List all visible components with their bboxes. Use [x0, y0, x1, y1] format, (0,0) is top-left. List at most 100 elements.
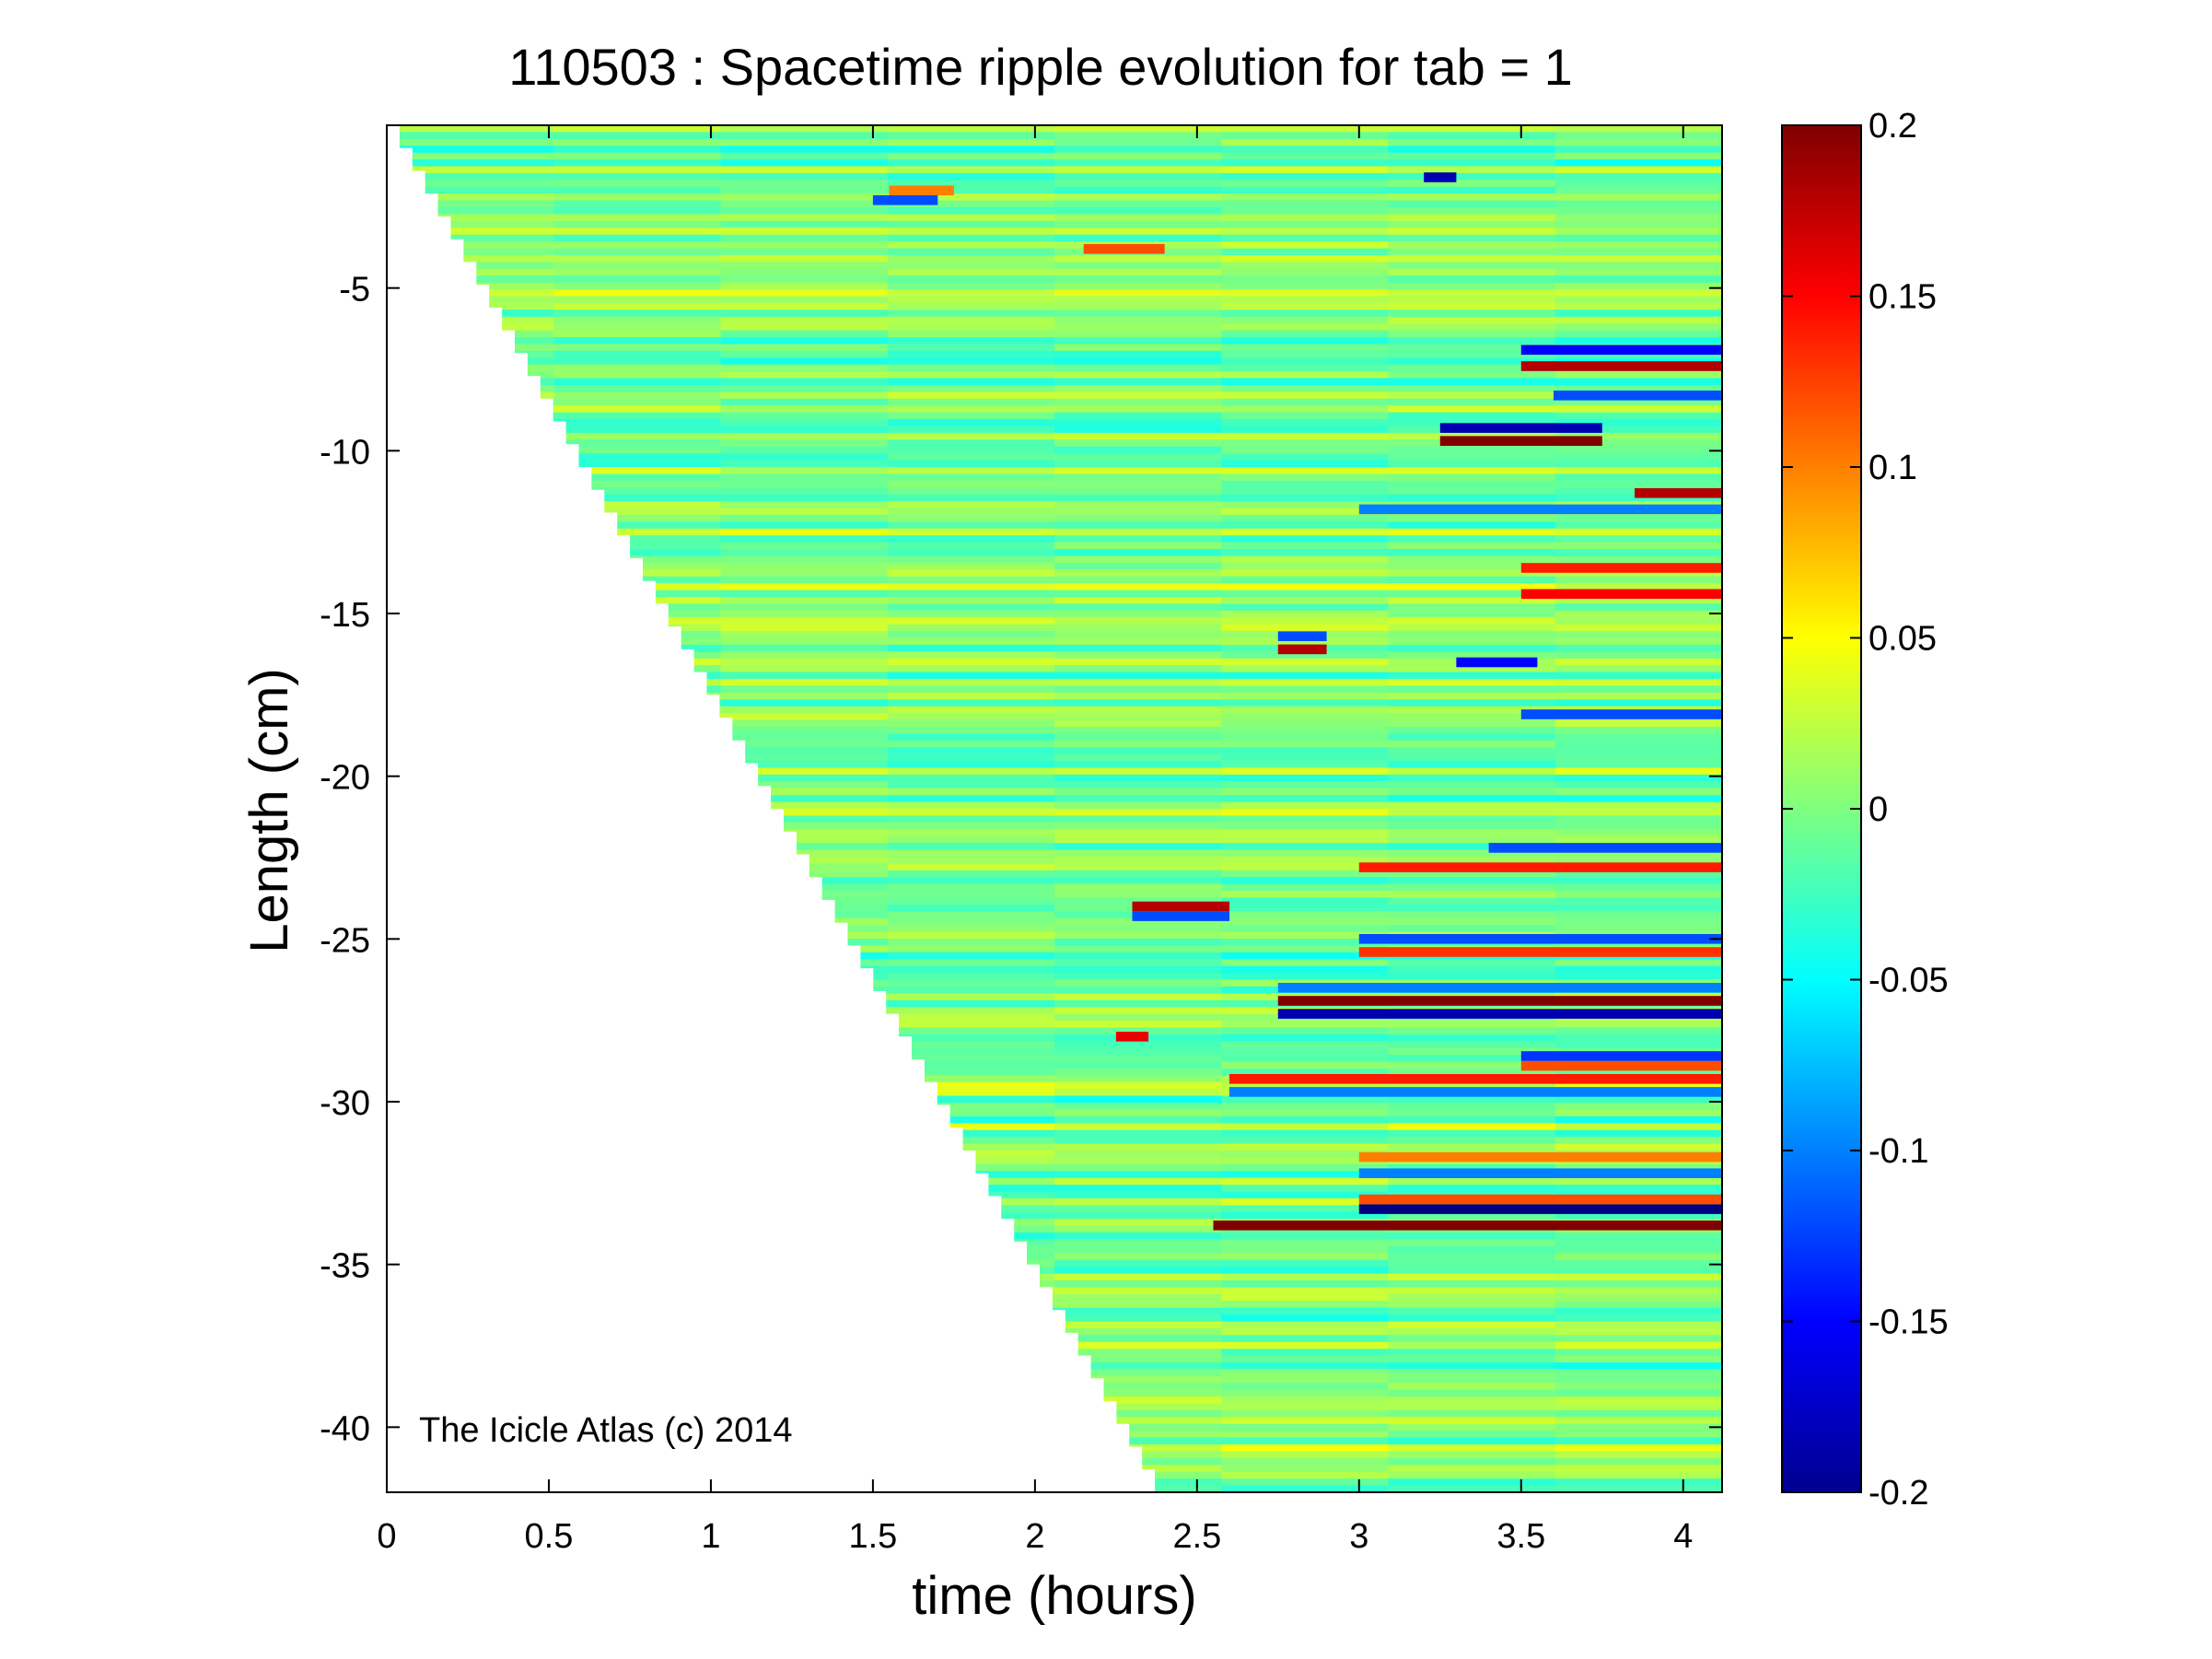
heatmap-cell — [720, 576, 889, 584]
heatmap-cell — [887, 1109, 1055, 1117]
heatmap-cell — [1388, 733, 1556, 742]
heatmap-cell — [387, 255, 555, 263]
heatmap-cell — [1388, 1233, 1556, 1240]
heatmap-cell — [1221, 371, 1390, 380]
heatmap-cell — [1388, 125, 1556, 133]
heatmap-cell — [720, 713, 889, 721]
heatmap-cell — [1054, 1410, 1223, 1418]
heatmap-cell — [1554, 1177, 1722, 1186]
heatmap-cell — [1054, 1403, 1223, 1411]
x-tick-label: 2 — [1025, 1517, 1044, 1556]
heatmap-cell — [553, 364, 722, 372]
heatmap-cell — [887, 214, 1055, 222]
heatmap-cell — [1388, 1437, 1556, 1445]
heatmap-cell — [1388, 911, 1556, 919]
heatmap-cell — [1054, 1075, 1223, 1083]
heatmap-cell — [1221, 672, 1390, 680]
heatmap-cell — [1388, 891, 1556, 898]
heatmap-cell — [1388, 795, 1556, 803]
heatmap-cell — [1221, 692, 1390, 700]
heatmap-cell — [1388, 597, 1556, 604]
heatmap-band — [1277, 996, 1722, 1006]
heatmap-cell — [887, 1123, 1055, 1131]
heatmap-cell — [1221, 364, 1390, 372]
heatmap-cell — [1221, 1314, 1390, 1323]
heatmap-cell — [1054, 357, 1223, 366]
heatmap-cell — [1221, 1245, 1390, 1254]
heatmap-cell — [1054, 1047, 1223, 1056]
heatmap-band — [1229, 1074, 1722, 1084]
heatmap-band — [1277, 983, 1722, 993]
heatmap-cell — [720, 679, 889, 686]
heatmap-cell — [1054, 610, 1223, 618]
heatmap-cell — [1554, 1253, 1722, 1261]
heatmap-cell — [887, 549, 1055, 556]
heatmap-cell — [1221, 774, 1390, 782]
heatmap-cell — [1554, 1335, 1722, 1343]
heatmap-cell — [1221, 1478, 1390, 1487]
heatmap-cell — [1388, 719, 1556, 728]
heatmap-cell — [553, 323, 722, 332]
heatmap-cell — [1054, 877, 1223, 885]
y-tick-label: -35 — [320, 1247, 370, 1286]
heatmap-cell — [887, 337, 1055, 345]
heatmap-cell — [1221, 255, 1390, 263]
heatmap-cell — [1054, 651, 1223, 660]
heatmap-cell — [1054, 1129, 1223, 1138]
heatmap-cell — [1221, 262, 1390, 270]
heatmap-cell — [1221, 685, 1390, 694]
heatmap-cell — [1554, 925, 1722, 933]
heatmap-cell — [1554, 234, 1722, 242]
heatmap-cell — [1221, 767, 1390, 776]
heatmap-cell — [1554, 146, 1722, 154]
heatmap-cell — [887, 460, 1055, 468]
heatmap-cell — [1054, 603, 1223, 612]
heatmap-cell — [1388, 357, 1556, 366]
heatmap-cell — [1554, 241, 1722, 250]
heatmap-cell — [1554, 740, 1722, 748]
heatmap-cell — [1388, 1444, 1556, 1453]
heatmap-cell — [1221, 494, 1390, 502]
heatmap-cell — [887, 1069, 1055, 1076]
heatmap-cell — [1054, 1151, 1223, 1158]
x-tick-label: 4 — [1673, 1517, 1693, 1556]
heatmap-cell — [720, 774, 889, 782]
heatmap-cell — [553, 186, 722, 194]
heatmap-cell — [1221, 398, 1390, 406]
heatmap-cell — [1221, 1103, 1390, 1111]
heatmap-cell — [1054, 870, 1223, 878]
heatmap-cell — [1554, 180, 1722, 188]
heatmap-cell — [1554, 658, 1722, 666]
heatmap-cell — [887, 228, 1055, 236]
heatmap-cell — [1054, 439, 1223, 448]
heatmap-cell — [887, 931, 1055, 940]
heatmap-cell — [1221, 1396, 1390, 1405]
heatmap-cell — [1554, 959, 1722, 967]
heatmap-cell — [887, 1055, 1055, 1063]
heatmap-cell — [1554, 528, 1722, 536]
heatmap-cell — [887, 727, 1055, 734]
heatmap-cell — [1221, 1027, 1390, 1035]
heatmap-cell — [1221, 679, 1390, 686]
heatmap-cell — [1054, 658, 1223, 666]
heatmap-cell — [1221, 952, 1390, 960]
heatmap-cell — [887, 815, 1055, 824]
x-tick-label: 3.5 — [1496, 1517, 1545, 1556]
heatmap-cell — [1388, 699, 1556, 707]
heatmap-cell — [887, 897, 1055, 905]
heatmap-cell — [887, 234, 1055, 242]
heatmap-cell — [887, 241, 1055, 250]
heatmap-cell — [1388, 809, 1556, 816]
heatmap-cell — [887, 138, 1055, 146]
heatmap-cell — [1221, 939, 1390, 946]
heatmap-cell — [887, 1007, 1055, 1015]
heatmap-cell — [1054, 494, 1223, 502]
heatmap-cell — [1554, 795, 1722, 803]
heatmap-cell — [1054, 761, 1223, 769]
heatmap-cell — [1388, 1123, 1556, 1131]
heatmap-cell — [1388, 412, 1556, 420]
heatmap-cell — [1388, 446, 1556, 454]
heatmap-cell — [1054, 644, 1223, 652]
heatmap-cell — [1388, 1253, 1556, 1261]
heatmap-cell — [1554, 699, 1722, 707]
